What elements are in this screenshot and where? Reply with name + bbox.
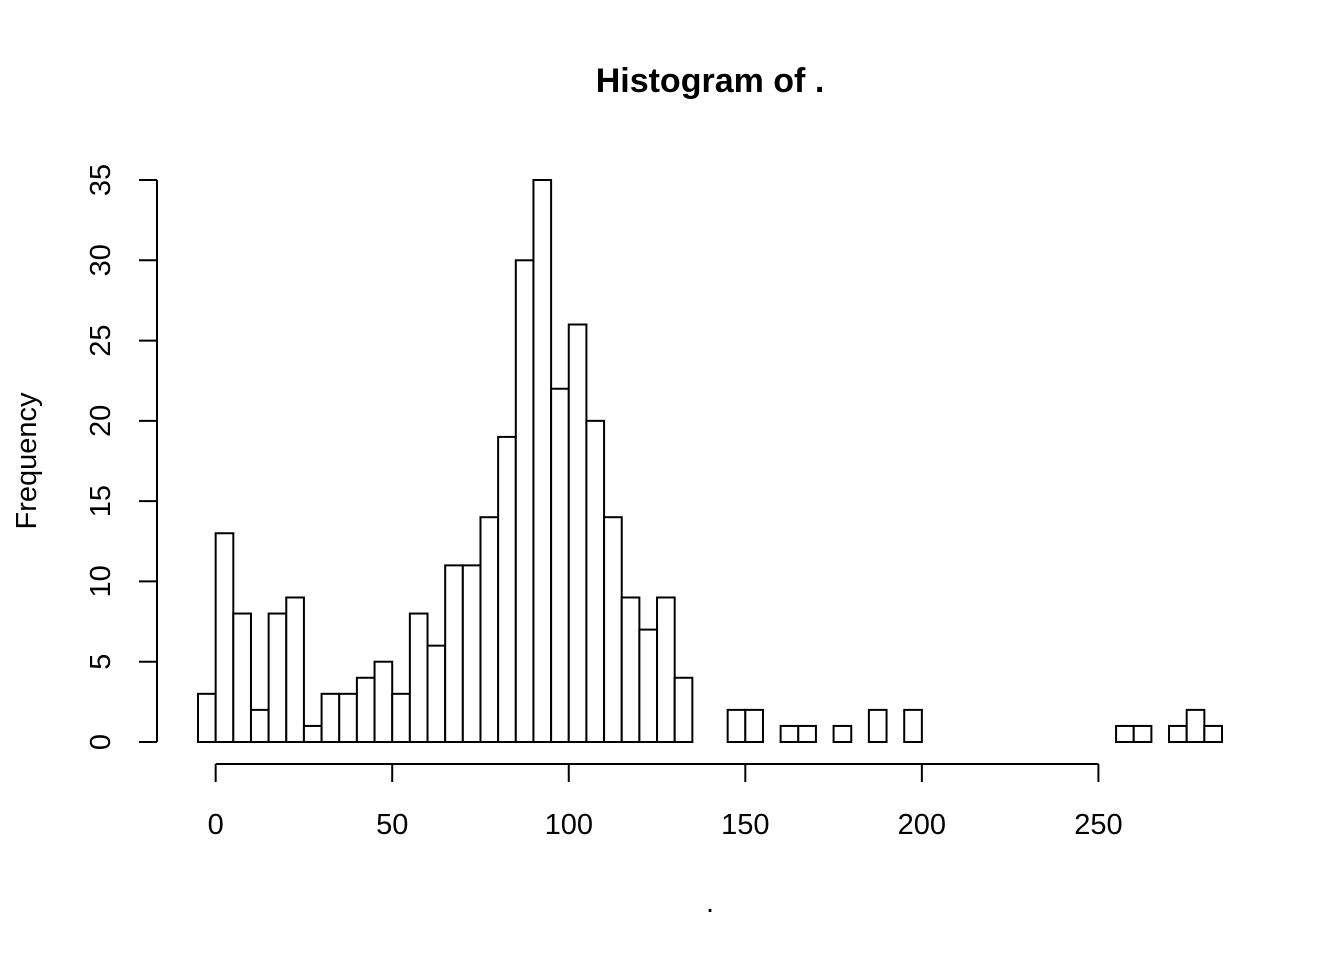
bar: [302, 724, 323, 744]
x-tick-label: 200: [898, 809, 946, 841]
bar: [550, 387, 570, 743]
x-tick-label: 100: [545, 809, 593, 841]
bar: [673, 676, 694, 743]
bar: [638, 628, 659, 743]
bar: [338, 692, 358, 743]
bar: [1115, 724, 1135, 744]
y-tick-label: 30: [85, 244, 117, 276]
bar: [497, 435, 517, 743]
y-tick-label: 10: [85, 565, 117, 597]
bar: [744, 708, 764, 744]
x-tick-label: 50: [376, 809, 408, 841]
bar: [285, 596, 305, 743]
x-tick-label: 250: [1074, 809, 1122, 841]
bar: [479, 516, 500, 744]
bar: [532, 179, 553, 743]
bar: [408, 612, 429, 743]
bar: [1185, 708, 1206, 744]
bar: [603, 516, 623, 744]
bar: [867, 708, 888, 744]
bar: [1203, 724, 1224, 744]
bar: [514, 259, 535, 743]
y-axis-label: Frequency: [11, 392, 43, 530]
bar: [1168, 724, 1188, 744]
x-tick-label: 0: [208, 809, 224, 841]
bar: [320, 692, 341, 743]
bar: [1132, 724, 1153, 744]
bar: [832, 724, 853, 744]
bar: [197, 692, 217, 743]
bar: [797, 724, 817, 744]
bar: [355, 676, 376, 743]
y-tick-label: 25: [85, 324, 117, 356]
bar: [656, 596, 676, 743]
bar: [779, 724, 800, 744]
bar: [444, 564, 464, 743]
bar: [373, 660, 394, 744]
bar: [567, 323, 588, 743]
bar: [391, 692, 411, 743]
bar: [249, 708, 270, 744]
bar: [426, 644, 447, 744]
bar: [726, 708, 747, 744]
chart-title: Histogram of .: [596, 62, 825, 100]
x-tick-label: 150: [721, 809, 769, 841]
bar: [620, 596, 641, 743]
y-tick-label: 5: [85, 654, 117, 670]
bar: [267, 612, 288, 743]
y-tick-label: 15: [85, 485, 117, 517]
y-tick-label: 35: [85, 164, 117, 196]
bar: [232, 612, 252, 743]
y-tick-label: 20: [85, 405, 117, 437]
y-tick-label: 0: [85, 734, 117, 750]
bar: [461, 564, 482, 743]
bar: [903, 708, 923, 744]
bar: [214, 532, 235, 743]
x-axis-label: .: [706, 887, 714, 919]
bar: [585, 419, 606, 743]
